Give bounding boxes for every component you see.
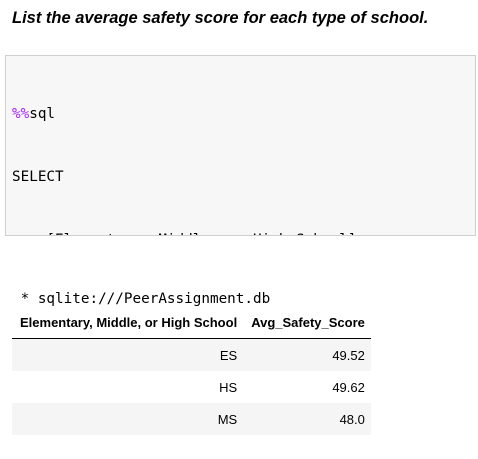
code-line: %%sql xyxy=(12,104,425,125)
code-token: %% xyxy=(12,106,30,122)
column-header: Elementary, Middle, or High School xyxy=(12,306,244,339)
code-token: High School], xyxy=(244,232,365,235)
code-line: [Elementary, Middle, or High School], xyxy=(12,230,425,235)
code-cell: %%sql SELECT [Elementary, Middle, or Hig… xyxy=(5,55,476,236)
table-cell: 48.0 xyxy=(243,403,371,435)
code-line: SELECT xyxy=(12,167,425,188)
result-table: Elementary, Middle, or High School Avg_S… xyxy=(12,306,371,435)
table-row: HS 49.62 xyxy=(12,371,371,403)
code: %%sql SELECT [Elementary, Middle, or Hig… xyxy=(12,62,425,235)
table-cell: 49.52 xyxy=(243,338,371,371)
table-row: MS 48.0 xyxy=(12,403,371,435)
code-token: sql xyxy=(29,106,56,122)
output-line: * sqlite:///PeerAssignment.db xyxy=(12,291,271,307)
header-row: Elementary, Middle, or High School Avg_S… xyxy=(12,306,371,339)
code-token: SELECT xyxy=(12,169,64,185)
heading: List the average safety score for each t… xyxy=(12,9,429,27)
table-cell: 49.62 xyxy=(332,379,365,395)
code-token: or xyxy=(227,232,244,235)
table-cell: MS xyxy=(12,403,244,435)
table-cell: ES xyxy=(12,338,244,371)
column-header: Avg_Safety_Score xyxy=(243,306,371,339)
table-cell: HS xyxy=(219,379,238,395)
table-row: ES 49.52 xyxy=(12,338,371,371)
code-token: [Elementary, Middle, xyxy=(12,232,227,235)
